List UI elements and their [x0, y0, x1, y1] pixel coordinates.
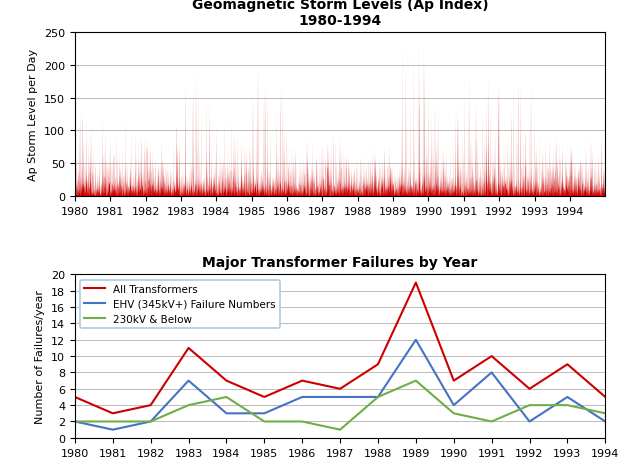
Line: All Transformers: All Transformers	[75, 283, 605, 414]
All Transformers	[450, 378, 457, 384]
All Transformers	[374, 362, 382, 367]
All Transformers	[109, 411, 117, 416]
Line: EHV (345kV+) Failure Numbers: EHV (345kV+) Failure Numbers	[75, 340, 605, 430]
EHV (345kV+) Failure Numbers	[298, 394, 306, 400]
230kV & Below	[336, 427, 344, 433]
All Transformers	[147, 402, 154, 408]
EHV (345kV+) Failure Numbers	[488, 370, 495, 376]
EHV (345kV+) Failure Numbers	[526, 419, 534, 425]
230kV & Below	[298, 419, 306, 425]
EHV (345kV+) Failure Numbers	[261, 411, 268, 416]
EHV (345kV+) Failure Numbers	[223, 411, 230, 416]
230kV & Below	[602, 411, 609, 416]
All Transformers	[261, 394, 268, 400]
EHV (345kV+) Failure Numbers	[336, 394, 344, 400]
230kV & Below	[488, 419, 495, 425]
All Transformers	[488, 354, 495, 359]
Legend: All Transformers, EHV (345kV+) Failure Numbers, 230kV & Below: All Transformers, EHV (345kV+) Failure N…	[80, 280, 280, 328]
230kV & Below	[223, 394, 230, 400]
230kV & Below	[147, 419, 154, 425]
230kV & Below	[563, 402, 571, 408]
230kV & Below	[450, 411, 457, 416]
EHV (345kV+) Failure Numbers	[71, 419, 79, 425]
Title: Major Transformer Failures by Year: Major Transformer Failures by Year	[202, 256, 478, 269]
EHV (345kV+) Failure Numbers	[602, 419, 609, 425]
Y-axis label: Number of Failures/year: Number of Failures/year	[36, 289, 46, 423]
All Transformers	[71, 394, 79, 400]
230kV & Below	[412, 378, 419, 384]
All Transformers	[185, 345, 192, 351]
EHV (345kV+) Failure Numbers	[147, 419, 154, 425]
All Transformers	[223, 378, 230, 384]
EHV (345kV+) Failure Numbers	[412, 337, 419, 343]
All Transformers	[336, 386, 344, 392]
EHV (345kV+) Failure Numbers	[185, 378, 192, 384]
EHV (345kV+) Failure Numbers	[374, 394, 382, 400]
230kV & Below	[374, 394, 382, 400]
230kV & Below	[185, 402, 192, 408]
230kV & Below	[261, 419, 268, 425]
EHV (345kV+) Failure Numbers	[563, 394, 571, 400]
All Transformers	[298, 378, 306, 384]
All Transformers	[526, 386, 534, 392]
230kV & Below	[109, 419, 117, 425]
Title: Geomagnetic Storm Levels (Ap Index)
1980-1994: Geomagnetic Storm Levels (Ap Index) 1980…	[192, 0, 489, 28]
EHV (345kV+) Failure Numbers	[450, 402, 457, 408]
All Transformers	[563, 362, 571, 367]
All Transformers	[602, 394, 609, 400]
Line: 230kV & Below: 230kV & Below	[75, 381, 605, 430]
230kV & Below	[526, 402, 534, 408]
230kV & Below	[71, 419, 79, 425]
EHV (345kV+) Failure Numbers	[109, 427, 117, 433]
Y-axis label: Ap Storm Level per Day: Ap Storm Level per Day	[29, 49, 39, 181]
All Transformers	[412, 280, 419, 286]
